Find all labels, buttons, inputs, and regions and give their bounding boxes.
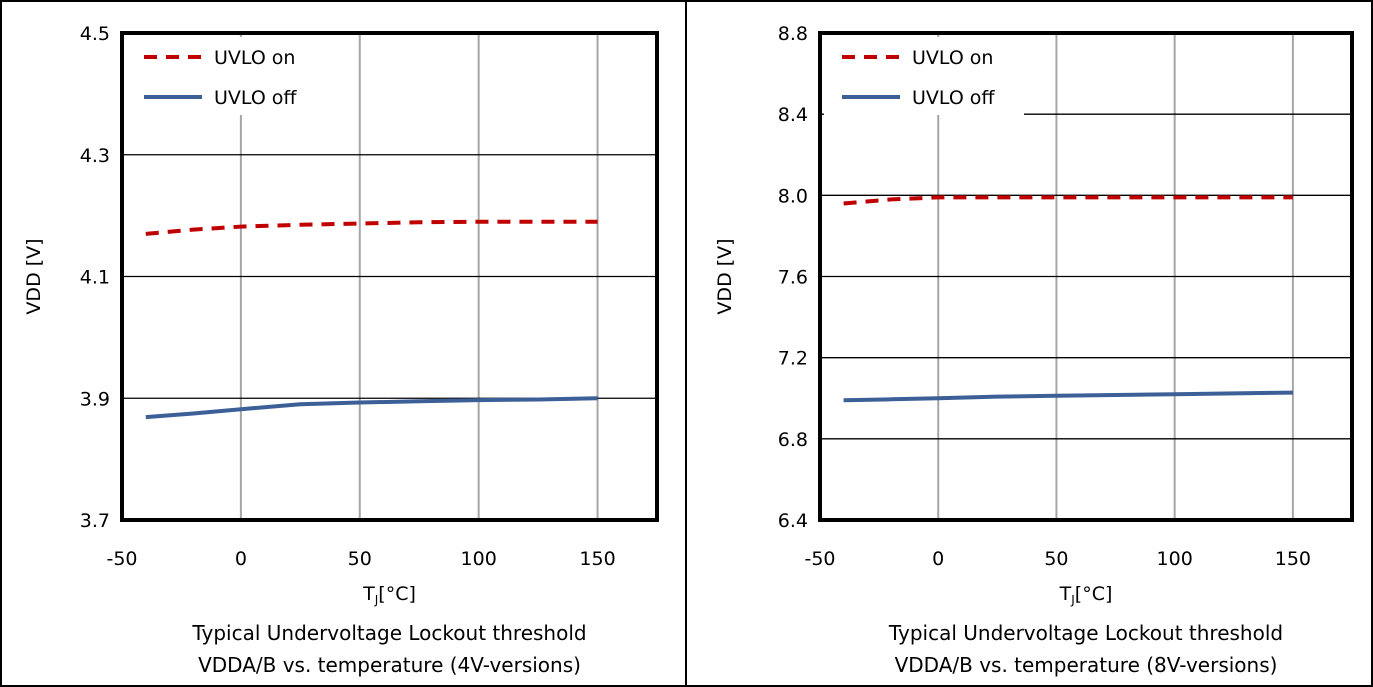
x-axis-label-subscript: J [374,593,379,607]
x-axis-label-unit: [°C] [1075,583,1113,605]
plot-area-border [818,31,1354,522]
legend-label-uvlo-off: UVLO off [912,87,995,109]
y-tick-label: 3.7 [80,510,110,532]
legend-label-uvlo-on: UVLO on [214,47,295,69]
x-axis-label: TJ[°C] [362,583,416,607]
plot-area-border [120,31,659,522]
y-tick-label: 4.5 [80,23,110,45]
y-tick-label: 4.3 [80,145,110,167]
legend-label-uvlo-off: UVLO off [214,87,297,109]
x-tick-label: -50 [106,548,137,570]
y-axis-label: VDD [V] [23,238,45,314]
x-tick-label: 150 [579,548,615,570]
x-axis-label-unit: [°C] [378,583,416,605]
x-tick-label: 0 [932,548,944,570]
x-tick-label: 0 [235,548,247,570]
x-tick-label: 50 [348,548,372,570]
chart-panel-4v: 3.7 3.9 4.1 4.3 4.5 -50 0 50 100 150 VDD [V] TJ[°C]… [23,23,659,677]
caption-line-1: Typical Undervoltage Lockout threshold [191,621,586,645]
caption-line-2: VDDA/B vs. temperature (4V-versions) [198,653,581,677]
legend-background [126,37,338,115]
x-axis-label-main: T [1059,583,1072,605]
y-tick-label: 8.8 [778,23,808,45]
series-line-uvlo-off [145,396,598,420]
y-tick-label: 8.4 [778,104,808,126]
x-tick-label: 150 [1275,548,1311,570]
x-tick-label: -50 [804,548,835,570]
x-axis-label-main: T [362,583,375,605]
caption-line-1: Typical Undervoltage Lockout threshold [888,621,1283,645]
x-tick-label: 100 [461,548,497,570]
y-tick-label: 6.8 [778,429,808,451]
chart-panel-8v: 6.4 6.8 7.2 7.6 8.0 8.4 8.8 -50 0 50 100 150 VDD [V]… [714,23,1354,677]
y-tick-label: 6.4 [778,510,808,532]
legend-label-uvlo-on: UVLO on [912,47,993,69]
series-line-uvlo-off [843,390,1293,403]
y-tick-label: 3.9 [80,388,110,410]
y-tick-label: 4.1 [80,267,110,289]
y-tick-label: 7.6 [778,267,808,289]
x-axis-label: TJ[°C] [1059,583,1113,607]
x-tick-label: 100 [1157,548,1193,570]
legend-background [824,37,1024,115]
y-tick-label: 7.2 [778,348,808,370]
x-tick-label: 50 [1044,548,1068,570]
x-axis-label-subscript: J [1070,593,1075,607]
y-axis-label: VDD [V] [714,238,736,314]
y-tick-label: 8.0 [778,185,808,207]
caption-line-2: VDDA/B vs. temperature (8V-versions) [895,653,1278,677]
